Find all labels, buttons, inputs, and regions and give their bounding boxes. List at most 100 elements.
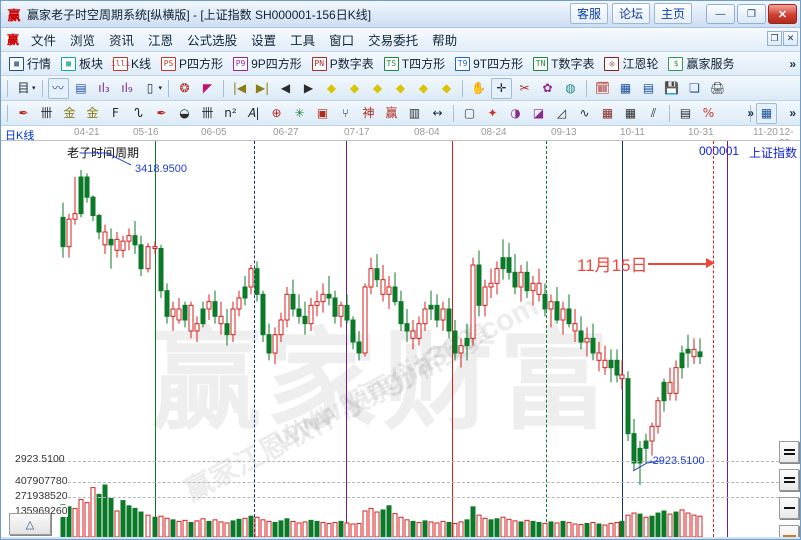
indicator-toggle-button[interactable]: △ bbox=[9, 513, 51, 535]
hand-pan-button[interactable]: ✋ bbox=[471, 81, 486, 95]
homepage-button[interactable]: 主页 bbox=[653, 3, 692, 24]
brain-analysis-button[interactable]: ◍ bbox=[565, 81, 576, 95]
scale-button[interactable] bbox=[779, 497, 799, 519]
funcbar-t-number-table[interactable]: TN T数字表 bbox=[528, 55, 599, 72]
cycle-line-green-1[interactable] bbox=[155, 141, 156, 537]
overlay-chart-button[interactable]: 〰 bbox=[47, 77, 69, 99]
menu-item-browse[interactable]: 浏览 bbox=[70, 34, 96, 48]
funcbar-p-number-table[interactable]: PN P数字表 bbox=[307, 55, 379, 72]
crosshair-button[interactable]: ✛ bbox=[491, 77, 513, 99]
grid-b-button[interactable]: ▦ bbox=[624, 106, 637, 120]
first-page-button[interactable]: |◀ bbox=[232, 81, 247, 95]
ruler-button[interactable]: ▥ bbox=[408, 106, 421, 120]
toolbar-drawing-overflow-button-2[interactable]: » bbox=[789, 106, 796, 120]
cycle-line-purple-1[interactable] bbox=[346, 141, 347, 537]
save-button[interactable]: 💾 bbox=[664, 81, 679, 95]
color-palette-button[interactable]: ✿ bbox=[542, 81, 553, 95]
indicator-3-button[interactable]: ıl₃ bbox=[98, 81, 110, 95]
customer-service-button[interactable]: 客服 bbox=[569, 3, 608, 24]
funcbar-p-square[interactable]: PS P四方形 bbox=[156, 55, 228, 72]
close-button[interactable]: ✕ bbox=[768, 4, 797, 24]
last-page-button[interactable]: ▶| bbox=[255, 81, 270, 95]
cut-tool-button[interactable]: ✂ bbox=[519, 81, 530, 95]
cycle-line-purple-2[interactable] bbox=[727, 141, 728, 537]
f-scale-button[interactable]: F bbox=[112, 106, 119, 120]
mdi-restore-button[interactable]: ❐ bbox=[767, 31, 782, 46]
funcbar-9t-square[interactable]: T9 9T四方形 bbox=[450, 55, 528, 72]
box-grid-button[interactable]: ▣ bbox=[316, 106, 329, 120]
notes-button[interactable]: ▤ bbox=[642, 81, 655, 95]
target-cross-button[interactable]: ⊕ bbox=[271, 106, 282, 120]
minimize-button[interactable]: — bbox=[706, 4, 735, 24]
menu-item-file[interactable]: 文件 bbox=[31, 34, 57, 48]
zoom-out-button[interactable] bbox=[779, 441, 799, 463]
export-button[interactable]: ❏ bbox=[689, 81, 700, 95]
ying-tool-button[interactable]: 赢 bbox=[385, 106, 398, 120]
step-tool-button[interactable]: ⑂ bbox=[341, 106, 350, 120]
pattern-tool-button[interactable]: ❂ bbox=[179, 81, 190, 95]
angle-lines-button[interactable]: 𝐴| bbox=[247, 106, 260, 120]
single-bar-button[interactable]: ▯ bbox=[146, 81, 154, 95]
chevron-down-icon[interactable]: ▾ bbox=[158, 85, 163, 92]
zoom-all-button[interactable]: ◆ bbox=[441, 81, 452, 95]
menu-item-gann[interactable]: 江恩 bbox=[148, 34, 174, 48]
shift-left-button[interactable]: ◆ bbox=[326, 81, 337, 95]
gann-fan-draw-button[interactable]: ✒ bbox=[18, 106, 29, 120]
pen-tool-button[interactable]: ✒ bbox=[156, 106, 167, 120]
period-select-button[interactable]: 目 bbox=[17, 81, 30, 95]
page-forward-button[interactable]: ▶ bbox=[303, 81, 314, 95]
slider-button[interactable] bbox=[779, 525, 799, 537]
parallel-lines-button[interactable]: ⫽ bbox=[650, 106, 657, 120]
zoom-horizontal-button[interactable]: ◆ bbox=[372, 81, 383, 95]
funcbar-overflow-button[interactable]: » bbox=[789, 56, 796, 71]
grid-lines-button[interactable]: 卌 bbox=[201, 106, 214, 120]
trend-lines-button[interactable]: ◿ bbox=[556, 106, 567, 120]
forum-button[interactable]: 论坛 bbox=[611, 3, 650, 24]
circle-scale-button[interactable]: ◒ bbox=[179, 106, 190, 120]
bar-compare-button[interactable]: ▤ bbox=[679, 106, 692, 120]
menu-item-trade-order[interactable]: 交易委托 bbox=[368, 34, 419, 48]
flag-chart-button[interactable]: ◤ bbox=[202, 81, 213, 95]
gold-ratio-1-button[interactable]: 金 bbox=[63, 106, 76, 120]
zoom-in-button[interactable] bbox=[779, 469, 799, 491]
indicator-9-button[interactable]: ıl₉ bbox=[121, 81, 133, 95]
star-grid-button[interactable]: ✳ bbox=[294, 106, 305, 120]
gold-ratio-2-button[interactable]: 金 bbox=[86, 106, 99, 120]
menu-item-window[interactable]: 窗口 bbox=[329, 34, 355, 48]
n-square-button[interactable]: n² bbox=[224, 106, 237, 120]
funcbar-gann-wheel[interactable]: ◎ 江恩轮 bbox=[599, 55, 663, 72]
funcbar-quotes[interactable]: ▦ 行情 bbox=[4, 55, 56, 72]
tbar2-overflow-button[interactable]: » bbox=[747, 106, 754, 120]
time-grid-button[interactable]: 卌 bbox=[40, 106, 53, 120]
zigzag-button[interactable]: ∿ bbox=[579, 106, 590, 120]
shift-right-button[interactable]: ◆ bbox=[349, 81, 360, 95]
zoom-horizontal-2-button[interactable]: ◆ bbox=[395, 81, 406, 95]
percent-tool-button[interactable]: % bbox=[702, 106, 715, 120]
rect-select-button[interactable]: ▢ bbox=[463, 106, 476, 120]
fan-circle-button[interactable]: ◑ bbox=[510, 106, 521, 120]
chart-plot[interactable]: 赢家财富 赢家江恩软件 股票分析工具 www.yingjia360.com QQ… bbox=[1, 141, 800, 537]
measure-span-button[interactable]: ↔ bbox=[432, 106, 443, 120]
fan-box-button[interactable]: ◪ bbox=[532, 106, 545, 120]
funcbar-t-square[interactable]: TS T四方形 bbox=[379, 55, 450, 72]
funcbar-sector[interactable]: ▩ 板块 bbox=[56, 55, 108, 72]
fan-lines-red-button[interactable]: ✦ bbox=[487, 106, 498, 120]
cycle-line-navy-1[interactable] bbox=[254, 141, 255, 537]
page-back-button[interactable]: ◀ bbox=[280, 81, 291, 95]
funcbar-9p-square[interactable]: P9 9P四方形 bbox=[228, 55, 307, 72]
calendar-button[interactable]: 🗓 bbox=[594, 81, 611, 95]
cycle-line-red-dashed[interactable] bbox=[713, 141, 714, 537]
report-view-button[interactable]: ▤ bbox=[75, 81, 87, 95]
grid-a-button[interactable]: ▦ bbox=[601, 106, 614, 120]
funcbar-winner-service[interactable]: $ 赢家服务 bbox=[663, 55, 739, 72]
chart-area[interactable]: 日K线 04-21 05-16 06-05 06-27 07-17 08-04 08-24 0… bbox=[1, 126, 800, 537]
spiral-button[interactable]: ᔐ bbox=[134, 106, 143, 120]
shen-tool-button[interactable]: 神 bbox=[362, 106, 375, 120]
menu-item-help[interactable]: 帮助 bbox=[432, 34, 458, 48]
cycle-line-navy-2[interactable] bbox=[622, 141, 623, 537]
menu-item-tools[interactable]: 工具 bbox=[290, 34, 316, 48]
funcbar-kline[interactable]: ıllı K线 bbox=[108, 55, 156, 72]
color-grid-button[interactable]: ▦ bbox=[756, 102, 777, 124]
menu-item-news[interactable]: 资讯 bbox=[109, 34, 135, 48]
cycle-line-green-2[interactable] bbox=[546, 141, 547, 537]
